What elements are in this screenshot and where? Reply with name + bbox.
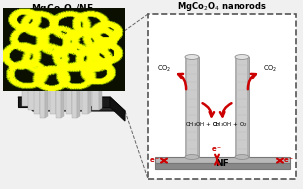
Polygon shape: [40, 74, 43, 114]
Polygon shape: [39, 61, 47, 106]
Bar: [247, 57, 249, 157]
Polygon shape: [110, 97, 125, 121]
Polygon shape: [82, 76, 88, 114]
Polygon shape: [44, 68, 51, 110]
Bar: [155, 157, 290, 163]
Polygon shape: [72, 74, 75, 114]
Polygon shape: [90, 59, 101, 61]
Polygon shape: [83, 66, 86, 110]
Polygon shape: [66, 74, 75, 76]
Polygon shape: [98, 59, 101, 106]
Polygon shape: [50, 76, 56, 114]
Polygon shape: [56, 83, 64, 85]
Polygon shape: [66, 76, 72, 114]
Polygon shape: [22, 61, 30, 106]
Bar: [197, 57, 199, 157]
Polygon shape: [73, 59, 84, 61]
Polygon shape: [40, 83, 48, 85]
Text: e$^-$: e$^-$: [283, 156, 295, 165]
Polygon shape: [60, 68, 67, 110]
Ellipse shape: [185, 155, 199, 160]
Polygon shape: [92, 66, 102, 68]
Text: e$^-$: e$^-$: [211, 145, 223, 154]
Bar: [148, 14, 296, 179]
Bar: [235, 57, 249, 157]
Polygon shape: [22, 59, 33, 61]
Polygon shape: [76, 66, 86, 68]
Polygon shape: [50, 74, 59, 76]
Text: MgCo$_2$O$_4$ nanorods: MgCo$_2$O$_4$ nanorods: [177, 0, 267, 13]
Polygon shape: [88, 74, 91, 114]
Text: NF: NF: [216, 159, 229, 167]
Polygon shape: [92, 68, 99, 110]
Polygon shape: [72, 83, 80, 85]
Text: MgCo$_2$O$_4$/NF: MgCo$_2$O$_4$/NF: [31, 2, 93, 15]
Polygon shape: [67, 66, 70, 110]
Polygon shape: [51, 66, 54, 110]
Polygon shape: [18, 97, 110, 107]
Polygon shape: [73, 61, 81, 106]
Polygon shape: [28, 68, 35, 110]
Ellipse shape: [235, 55, 249, 60]
Ellipse shape: [185, 55, 199, 60]
Polygon shape: [44, 66, 54, 68]
Bar: [185, 57, 187, 157]
Text: CH$_3$OH + O$_2$: CH$_3$OH + O$_2$: [185, 121, 221, 129]
Polygon shape: [60, 66, 70, 68]
Polygon shape: [77, 83, 80, 118]
Polygon shape: [56, 74, 59, 114]
Bar: [155, 163, 290, 169]
Polygon shape: [56, 59, 67, 61]
Text: CO$_2$: CO$_2$: [157, 64, 171, 74]
Polygon shape: [18, 97, 125, 111]
Polygon shape: [47, 59, 50, 106]
Polygon shape: [35, 66, 38, 110]
Polygon shape: [56, 61, 64, 106]
Polygon shape: [82, 74, 91, 76]
Text: e$^-$: e$^-$: [149, 156, 161, 165]
Polygon shape: [45, 83, 48, 118]
Polygon shape: [81, 59, 84, 106]
Polygon shape: [28, 66, 38, 68]
Polygon shape: [76, 68, 83, 110]
Polygon shape: [30, 59, 33, 106]
Polygon shape: [56, 85, 61, 118]
Bar: [185, 57, 199, 157]
Polygon shape: [99, 66, 102, 110]
Polygon shape: [34, 76, 40, 114]
Polygon shape: [40, 85, 45, 118]
Polygon shape: [39, 59, 50, 61]
Text: CH$_3$OH + O$_2$: CH$_3$OH + O$_2$: [212, 121, 248, 129]
Polygon shape: [72, 85, 77, 118]
Ellipse shape: [235, 155, 249, 160]
Text: CO$_2$: CO$_2$: [263, 64, 278, 74]
Polygon shape: [34, 74, 43, 76]
Bar: [235, 57, 237, 157]
Polygon shape: [61, 83, 64, 118]
Polygon shape: [90, 61, 98, 106]
Polygon shape: [64, 59, 67, 106]
